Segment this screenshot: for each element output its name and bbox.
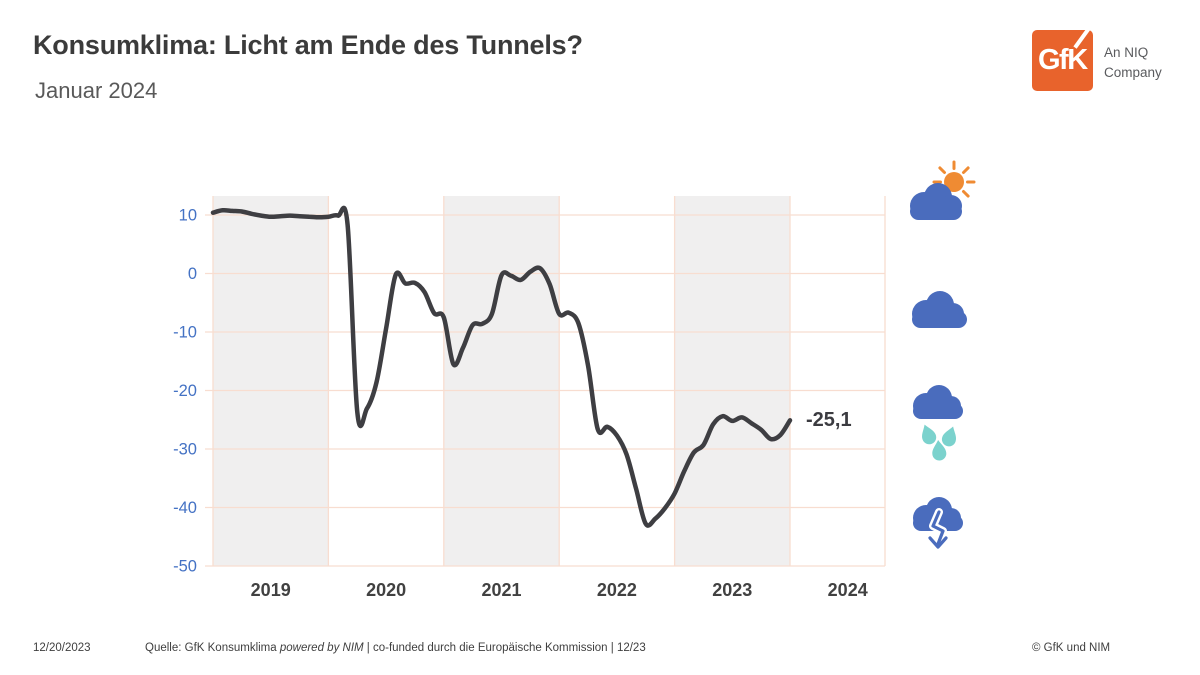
x-tick-2019: 2019 xyxy=(251,580,291,600)
y-tick--20: -20 xyxy=(173,382,197,400)
gfk-logo: GfK xyxy=(1032,24,1093,91)
y-tick-10: 10 xyxy=(179,207,197,225)
x-tick-2023: 2023 xyxy=(712,580,752,600)
y-tick--30: -30 xyxy=(173,441,197,459)
down-arrow-icon xyxy=(928,510,948,549)
niq-tagline-line1: An NIQ xyxy=(1104,45,1149,60)
rain-icon xyxy=(913,385,963,461)
sun xyxy=(944,172,964,192)
year-band-2021 xyxy=(443,196,560,566)
footer-copyright: © GfK und NIM xyxy=(1032,642,1111,654)
gfk-logo-text: GfK xyxy=(1038,44,1088,76)
footer-source: Quelle: GfK Konsumklima powered by NIM |… xyxy=(145,642,646,654)
niq-tagline-line2: Company xyxy=(1104,65,1162,81)
x-tick-2024: 2024 xyxy=(828,580,868,600)
cloud xyxy=(912,291,967,328)
y-tick--10: -10 xyxy=(173,324,197,342)
x-tick-2021: 2021 xyxy=(481,580,521,600)
cloud xyxy=(910,183,962,220)
current-value-label: -25,1 xyxy=(806,409,852,431)
partly-sunny-icon xyxy=(910,160,976,220)
footer-source-italic: powered by NIM xyxy=(279,642,364,654)
konsumklima-chart: 10 0 -10 -20 -30 -40 -50 2019 2020 2021 2022 2023 20… xyxy=(173,196,886,600)
niq-tagline: An NIQ Company xyxy=(1104,43,1162,84)
page-title: Konsumklima: Licht am Ende des Tunnels? xyxy=(33,30,583,60)
x-tick-2022: 2022 xyxy=(597,580,637,600)
y-tick--50: -50 xyxy=(173,558,197,576)
y-tick--40: -40 xyxy=(173,499,197,517)
footer-date: 12/20/2023 xyxy=(33,642,91,654)
y-tick-0: 0 xyxy=(188,265,197,283)
year-band-2019 xyxy=(213,196,329,566)
raindrops xyxy=(922,424,957,461)
footer-source-suffix: | co-funded durch die Europäische Kommis… xyxy=(363,642,646,654)
year-band-2023 xyxy=(674,196,790,566)
page-subtitle: Januar 2024 xyxy=(35,78,158,103)
cloud xyxy=(913,385,963,419)
x-tick-2020: 2020 xyxy=(366,580,406,600)
downturn-cloud-icon xyxy=(913,497,963,551)
konsumklima-line xyxy=(210,205,793,528)
footer-source-prefix: Quelle: GfK Konsumklima xyxy=(145,642,280,654)
cloudy-icon xyxy=(912,291,967,328)
